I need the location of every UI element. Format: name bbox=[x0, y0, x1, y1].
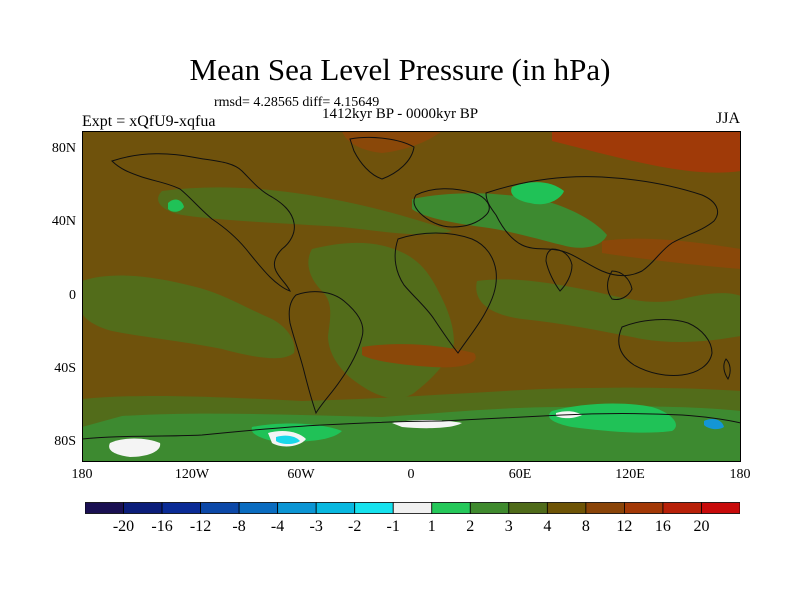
contour-cyan-east-antarctica bbox=[704, 419, 724, 430]
colorbar-label: -4 bbox=[270, 518, 285, 535]
colorbar-box bbox=[508, 502, 548, 514]
coastlines bbox=[82, 136, 741, 440]
contour-orange-south-atlantic bbox=[362, 344, 476, 368]
colorbar-label: 1 bbox=[427, 518, 436, 535]
contour-olive-north-band bbox=[158, 187, 452, 235]
colorbar-box bbox=[701, 502, 740, 514]
coast-antarctica bbox=[82, 413, 741, 440]
colorbar-label: 20 bbox=[693, 518, 710, 535]
colorbar-box bbox=[662, 502, 702, 514]
colorbar-label: -8 bbox=[232, 518, 246, 535]
colorbar-label: -20 bbox=[112, 518, 135, 535]
lon-label-120e: 120E bbox=[615, 467, 645, 482]
lat-label-80s: 80S bbox=[54, 434, 76, 449]
colorbar-box bbox=[200, 502, 240, 514]
coast-new-zealand bbox=[723, 358, 731, 380]
colorbar-label: 3 bbox=[504, 518, 513, 535]
contour-white-west-antarctica bbox=[109, 438, 161, 457]
colorbar-label: 12 bbox=[616, 518, 633, 535]
lat-label-40n: 40N bbox=[51, 214, 76, 229]
map-title: Mean Sea Level Pressure (in hPa) bbox=[189, 52, 611, 87]
coast-north-america bbox=[111, 153, 295, 292]
colorbar bbox=[85, 502, 740, 514]
contour-olive-indian bbox=[476, 279, 741, 343]
contour-white-east-antarctica bbox=[392, 420, 462, 429]
colorbar-boxes bbox=[85, 502, 740, 514]
lon-label-60e: 60E bbox=[508, 467, 532, 482]
colorbar-label: 4 bbox=[543, 518, 552, 535]
lon-label-60w: 60W bbox=[287, 467, 315, 482]
colorbar-box bbox=[354, 502, 394, 514]
coast-southeast-asia bbox=[607, 270, 633, 300]
colorbar-box bbox=[85, 502, 124, 514]
colorbar-box bbox=[315, 502, 356, 514]
coast-asia bbox=[485, 176, 718, 276]
colorbar-box bbox=[392, 502, 433, 514]
pressure-anomaly-map bbox=[82, 131, 741, 462]
colorbar-box bbox=[624, 502, 664, 514]
coast-australia bbox=[618, 319, 713, 376]
coast-europe bbox=[413, 188, 490, 228]
colorbar-box bbox=[123, 502, 163, 514]
map-frame bbox=[82, 131, 741, 462]
colorbar-label: 16 bbox=[654, 518, 671, 535]
colorbar-box bbox=[469, 502, 510, 514]
contour-red-siberia-arctic bbox=[552, 131, 741, 173]
coast-south-america bbox=[288, 291, 364, 415]
rmsd-diff-stats: rmsd= 4.28565 diff= 4.15649 bbox=[214, 95, 380, 110]
coast-africa bbox=[394, 232, 497, 354]
contour-orange-greenland bbox=[342, 131, 442, 153]
coast-india bbox=[545, 248, 573, 292]
colorbar-label: -1 bbox=[386, 518, 400, 535]
contour-orange-pacific-east bbox=[602, 238, 741, 269]
lon-label-120w: 120W bbox=[174, 467, 210, 482]
experiment-label: Expt = xQfU9-xqfua bbox=[82, 113, 216, 130]
lon-label-180w: 180 bbox=[71, 467, 93, 482]
contour-bright-green-antarctic bbox=[548, 403, 676, 433]
lat-label-40s: 40S bbox=[54, 361, 76, 376]
colorbar-box bbox=[585, 502, 625, 514]
colorbar-label: 2 bbox=[466, 518, 475, 535]
coast-greenland bbox=[349, 136, 415, 180]
contour-olive-pacific bbox=[82, 275, 295, 359]
colorbar-label: -3 bbox=[309, 518, 323, 535]
colorbar-box bbox=[431, 502, 471, 514]
colorbar-box bbox=[277, 502, 317, 514]
contour-bright-green-central-asia bbox=[511, 182, 564, 205]
contour-green-eurasia bbox=[412, 193, 607, 248]
lon-label-0: 0 bbox=[407, 467, 415, 482]
period-label: 1412kyr BP - 0000kyr BP bbox=[322, 106, 479, 122]
colorbar-label: -16 bbox=[151, 518, 173, 535]
colorbar-label: -12 bbox=[189, 518, 212, 535]
lat-label-0: 0 bbox=[69, 288, 76, 303]
colorbar-label: -2 bbox=[348, 518, 362, 535]
lat-label-80n: 80N bbox=[51, 141, 76, 156]
season-label: JJA bbox=[716, 110, 741, 127]
colorbar-box bbox=[238, 502, 279, 514]
contour-cyan-weddell bbox=[276, 435, 300, 444]
contour-bright-green-alaska bbox=[168, 199, 184, 212]
colorbar-box bbox=[161, 502, 201, 514]
colorbar-box bbox=[546, 502, 587, 514]
colorbar-label: 8 bbox=[581, 518, 590, 535]
lon-label-180e: 180 bbox=[729, 467, 751, 482]
